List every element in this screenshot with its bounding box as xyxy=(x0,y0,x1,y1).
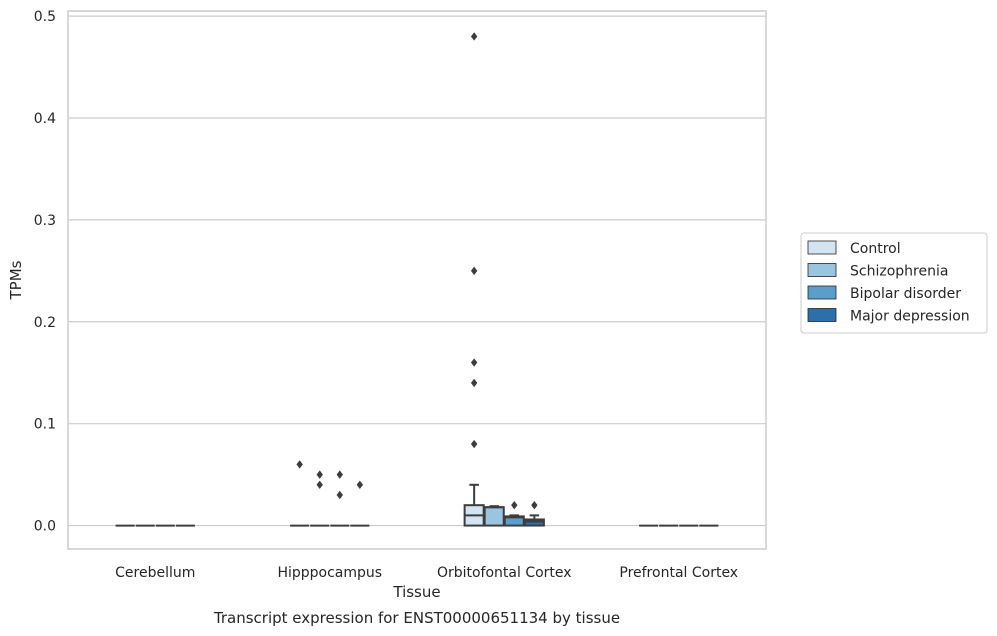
outlier-point xyxy=(336,470,343,479)
x-tick-label: Cerebellum xyxy=(115,565,195,581)
legend-item: Schizophrenia xyxy=(807,263,948,280)
y-axis-title: TPMs xyxy=(7,260,25,300)
box-group xyxy=(330,470,350,527)
y-tick-label: 0.0 xyxy=(34,519,56,535)
y-tick-label: 0.2 xyxy=(34,315,56,331)
legend-item: Control xyxy=(807,240,901,257)
grid-lines xyxy=(68,15,766,527)
legend: Control Schizophrenia Bipolar disorder Majo… xyxy=(800,232,988,334)
box-group xyxy=(503,500,525,527)
box-group xyxy=(463,32,485,527)
legend-swatch xyxy=(807,263,837,277)
x-axis-title: Tissue xyxy=(392,583,440,601)
outlier-point xyxy=(470,378,478,388)
y-tick-label: 0.4 xyxy=(34,111,56,127)
outlier-point xyxy=(531,500,538,510)
legend-swatch xyxy=(807,240,837,255)
outlier-point xyxy=(511,500,518,510)
box-plots xyxy=(115,32,719,527)
box-group xyxy=(290,460,310,527)
box-group xyxy=(310,470,330,527)
box xyxy=(523,518,545,527)
outlier-point xyxy=(336,490,343,500)
legend-label: Bipolar disorder xyxy=(850,286,961,302)
box-group xyxy=(350,480,370,527)
x-tick-label: Prefrontal Cortex xyxy=(619,565,738,581)
outlier-point xyxy=(470,32,478,41)
legend-swatch xyxy=(807,285,837,300)
outlier-point xyxy=(470,266,478,276)
legend-item: Bipolar disorder xyxy=(807,285,961,302)
x-tick-label: Orbitofontal Cortex xyxy=(437,565,572,581)
box-group xyxy=(523,500,545,527)
outlier-point xyxy=(316,480,323,490)
chart-caption: Transcript expression for ENST0000065113… xyxy=(213,609,620,627)
y-tick-labels: 0.0 0.1 0.2 0.3 0.4 0.5 xyxy=(34,9,56,534)
y-tick-label: 0.3 xyxy=(34,213,56,229)
legend-label: Major depression xyxy=(850,309,970,325)
outlier-point xyxy=(356,480,364,490)
x-tick-label: Hipppocampus xyxy=(277,565,382,581)
legend-swatch xyxy=(807,308,837,322)
box-group xyxy=(483,505,505,527)
outlier-point xyxy=(316,470,323,479)
outlier-point xyxy=(296,460,303,469)
box xyxy=(503,515,525,527)
outlier-point xyxy=(470,439,478,449)
y-tick-label: 0.5 xyxy=(34,9,56,25)
y-tick-label: 0.1 xyxy=(34,417,56,433)
plot-frame xyxy=(67,10,767,550)
outlier-point xyxy=(470,358,478,367)
legend-label: Control xyxy=(850,241,901,257)
legend-item: Major depression xyxy=(807,308,970,325)
legend-label: Schizophrenia xyxy=(850,264,948,280)
legend-frame xyxy=(800,232,988,334)
x-tick-labels: Cerebellum Hipppocampus Orbitofontal Corte… xyxy=(115,565,738,581)
box xyxy=(483,506,505,527)
